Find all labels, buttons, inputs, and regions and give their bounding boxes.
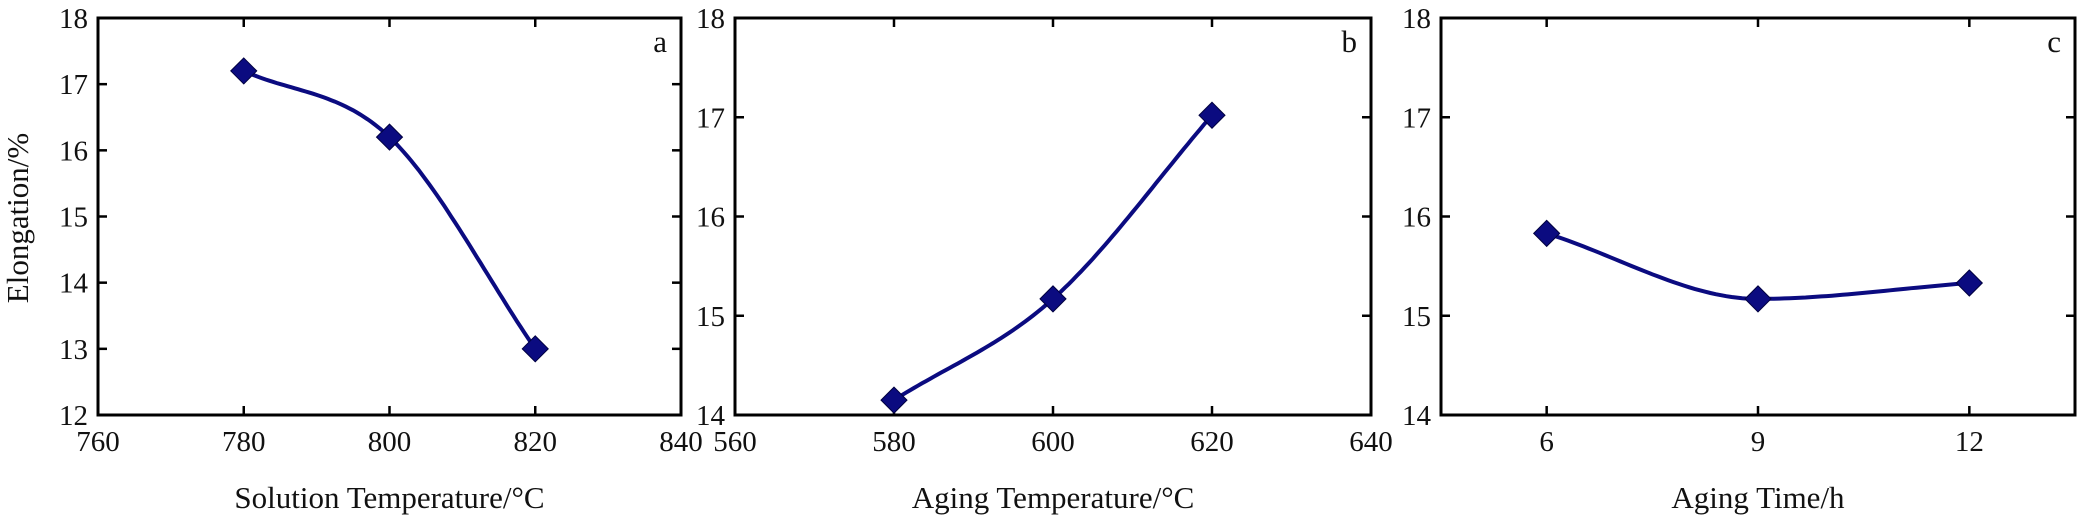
y-tick-label: 15 xyxy=(59,202,88,234)
y-tick-label: 14 xyxy=(1402,400,1432,432)
y-tick-label: 12 xyxy=(59,400,88,432)
x-tick-label: 9 xyxy=(1751,426,1766,458)
series-line xyxy=(242,69,537,350)
panel-c: 14 15 16 17 18 6 9 12 Aging Time/h c xyxy=(1402,3,2077,515)
series-line xyxy=(892,113,1214,402)
panel-label: a xyxy=(653,24,667,59)
y-tick-label: 17 xyxy=(1402,102,1431,134)
x-axis-title: Solution Temperature/°C xyxy=(234,480,544,515)
y-tick-label: 18 xyxy=(59,3,88,35)
x-tick-label: 640 xyxy=(1349,426,1393,458)
x-tick-label: 600 xyxy=(1031,426,1075,458)
x-tick-label: 12 xyxy=(1955,426,1984,458)
x-tick-label: 620 xyxy=(1190,426,1234,458)
data-point-marker xyxy=(1039,285,1067,313)
data-point-marker xyxy=(375,123,404,151)
plot-frame xyxy=(96,16,683,417)
y-tick-label: 14 xyxy=(696,400,726,432)
data-point-marker xyxy=(1532,219,1561,248)
x-tick-label: 780 xyxy=(222,426,266,458)
data-point-marker xyxy=(880,386,908,414)
panel-label: c xyxy=(2047,24,2061,59)
y-tick-label: 16 xyxy=(59,135,88,167)
x-axis-title: Aging Temperature/°C xyxy=(912,480,1195,515)
x-tick-label: 6 xyxy=(1539,426,1554,458)
x-tick-label: 580 xyxy=(872,426,916,458)
x-axis-title: Aging Time/h xyxy=(1671,480,1845,515)
data-point-marker xyxy=(1955,269,1984,297)
y-tick-label: 15 xyxy=(1402,301,1431,333)
plot-frame xyxy=(1439,16,2077,417)
data-point-marker xyxy=(230,57,258,85)
x-tick-label: 820 xyxy=(514,426,558,458)
panel-a: 12 13 14 15 16 17 18 760 780 800 820 840 Solution Te… xyxy=(59,3,703,515)
y-tick-label: 15 xyxy=(696,301,725,333)
y-tick-label: 18 xyxy=(696,3,725,35)
y-tick-label: 13 xyxy=(59,334,88,366)
plot-frame xyxy=(733,16,1373,417)
y-tick-label: 18 xyxy=(1402,3,1431,35)
y-tick-label: 17 xyxy=(696,102,725,134)
data-point-marker xyxy=(1198,101,1226,129)
y-tick-label: 17 xyxy=(59,69,88,101)
data-point-marker xyxy=(1744,285,1772,313)
x-tick-label: 760 xyxy=(76,426,120,458)
y-tick-label: 16 xyxy=(696,202,725,234)
x-tick-label: 800 xyxy=(368,426,412,458)
y-axis-title: Elongation/% xyxy=(0,133,35,303)
y-tick-label: 16 xyxy=(1402,202,1431,234)
x-tick-label: 840 xyxy=(659,426,703,458)
x-tick-label: 560 xyxy=(713,426,757,458)
y-tick-label: 14 xyxy=(59,268,89,300)
panel-label: b xyxy=(1342,24,1358,59)
data-point-marker xyxy=(521,335,549,363)
panel-b: 14 15 16 17 18 560 580 600 620 640 Aging Temperatu… xyxy=(696,3,1393,515)
panels: 12 13 14 15 16 17 18 760 780 800 820 840 Solution Te… xyxy=(59,3,2077,515)
